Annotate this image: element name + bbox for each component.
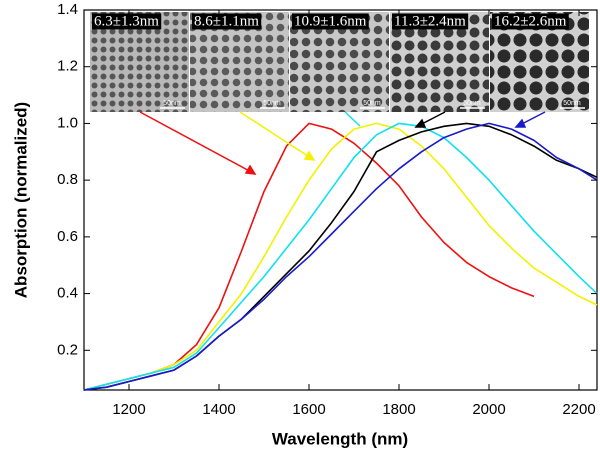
scale-bar-label: 50nm	[563, 100, 581, 107]
y-axis-title: Absorption (normalized)	[11, 102, 30, 298]
x-tick-label: 2000	[472, 401, 505, 418]
inset-label-bg	[492, 13, 569, 30]
x-tick-label: 2200	[562, 401, 595, 418]
y-tick-label: 0.8	[57, 171, 78, 188]
scale-bar-label: 50nm	[363, 100, 381, 107]
series-line	[83, 122, 598, 391]
series-line	[83, 122, 598, 391]
inset-label: 8.6±1.1nm	[194, 13, 259, 29]
y-tick-label: 0.4	[57, 285, 78, 302]
scale-bar-label: 50nm	[463, 100, 481, 107]
x-tick-label: 1200	[112, 401, 145, 418]
x-tick-label: 1400	[202, 401, 235, 418]
plot-frame	[83, 9, 598, 391]
inset-label-bg	[292, 13, 369, 30]
scale-bar-label: 50nm	[163, 100, 181, 107]
inset-label-bg	[192, 13, 262, 30]
y-tick-label: 1.0	[57, 114, 78, 131]
inset-label: 6.3±1.3nm	[94, 13, 159, 29]
inset-label-bg	[392, 13, 469, 30]
inset-label-bg	[92, 13, 162, 30]
series-line	[83, 122, 598, 391]
inset-label: 10.9±1.6nm	[294, 13, 367, 29]
scale-bar-label: 50nm	[263, 100, 281, 107]
inset-label: 16.2±2.6nm	[494, 13, 567, 29]
x-axis-title: Wavelength (nm)	[272, 429, 408, 448]
inset-label: 11.3±2.4nm	[394, 13, 466, 29]
y-tick-label: 0.2	[57, 341, 78, 358]
arrows	[139, 111, 546, 175]
y-tick-label: 1.4	[57, 1, 78, 18]
y-tick-label: 1.2	[57, 58, 78, 75]
x-tick-label: 1600	[292, 401, 325, 418]
y-tick-label: 0.6	[57, 228, 78, 245]
x-tick-label: 1800	[382, 401, 415, 418]
